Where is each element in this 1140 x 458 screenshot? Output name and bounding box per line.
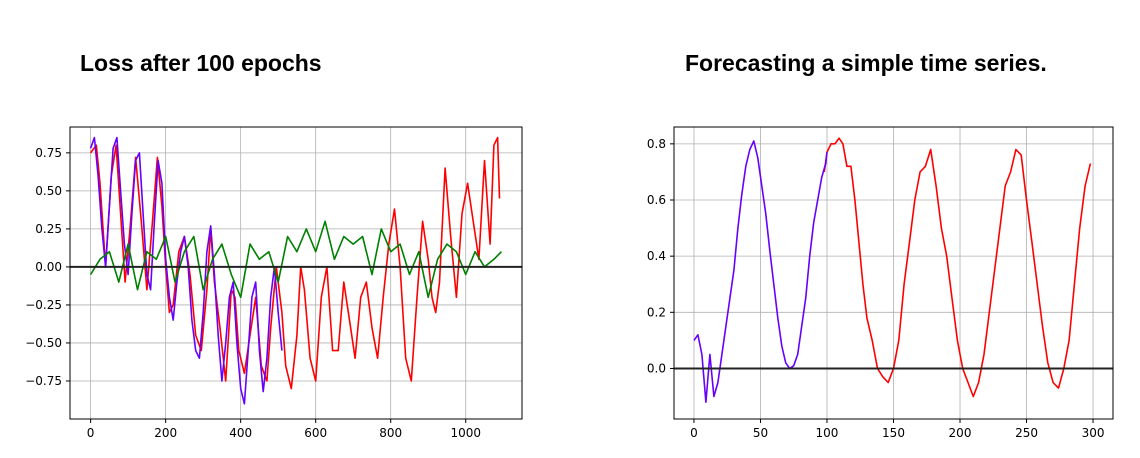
x-tick-label: 100	[816, 426, 839, 440]
series-line-2	[89, 220, 502, 299]
series-line-1	[89, 136, 283, 405]
chart-loss: 0 200 400 600 800 1000 −0.75 −0.50 −0.25 0.00 0.25…	[25, 126, 523, 440]
y-tick-label: −0.25	[25, 298, 62, 312]
x-tick-label: 0	[690, 426, 698, 440]
series-line-0	[89, 136, 501, 390]
y-tick-label: 0.75	[35, 146, 62, 160]
x-tick-label: 50	[753, 426, 768, 440]
y-tick-label: 0.6	[647, 193, 666, 207]
y-tick-label: −0.75	[25, 374, 62, 388]
y-tick-label: 0.4	[647, 249, 666, 263]
x-tick-label: 0	[87, 426, 95, 440]
y-tick-label: 0.50	[35, 184, 62, 198]
y-tick-label: 0.0	[647, 361, 666, 375]
x-tick-label: 600	[304, 426, 327, 440]
x-tick-label: 200	[949, 426, 972, 440]
x-tick-label: 250	[1015, 426, 1038, 440]
y-tick-label: 0.25	[35, 222, 62, 236]
x-tick-label: 300	[1082, 426, 1105, 440]
chart-title-loss: Loss after 100 epochs	[80, 50, 322, 76]
plot-frame	[69, 126, 523, 420]
x-tick-label: 1000	[450, 426, 481, 440]
y-tick-label: 0.00	[35, 260, 62, 274]
series-line-1	[693, 140, 828, 404]
chart-title-forecast: Forecasting a simple time series.	[685, 50, 1047, 76]
x-tick-label: 150	[882, 426, 905, 440]
y-tick-label: −0.50	[25, 336, 62, 350]
y-tick-label: 0.8	[647, 137, 666, 151]
x-tick-label: 200	[154, 426, 177, 440]
chart-forecast: 0 50 100 150 200 250 300 0.0 0.2 0.4 0.6 0.8	[647, 126, 1114, 440]
series-line-0	[823, 137, 1092, 398]
y-tick-label: 0.2	[647, 305, 666, 319]
x-tick-label: 400	[229, 426, 252, 440]
x-tick-label: 800	[379, 426, 402, 440]
